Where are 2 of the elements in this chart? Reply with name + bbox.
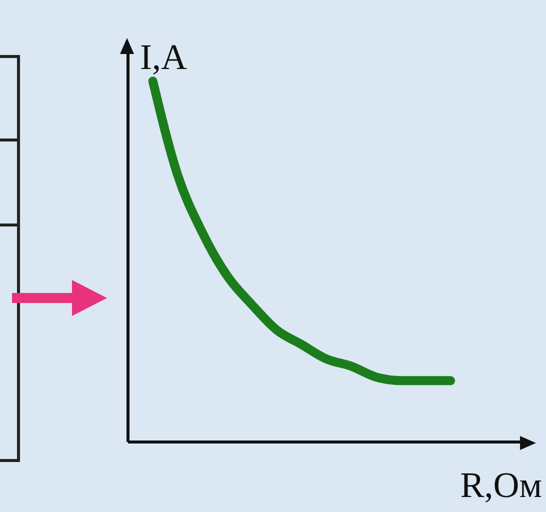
x-axis-title: R,Ом [460,464,542,506]
y-axis-title: I,A [140,36,187,78]
